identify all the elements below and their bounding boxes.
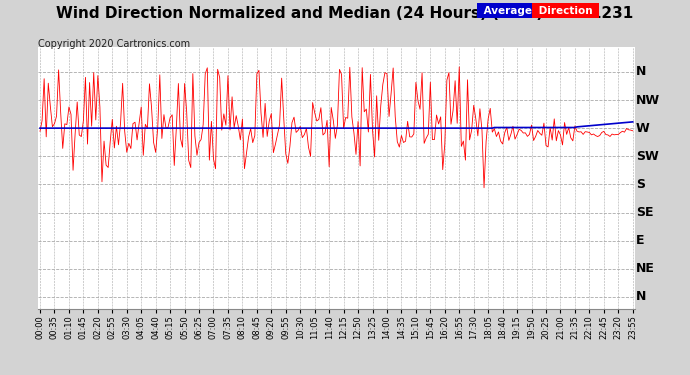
Text: NE: NE bbox=[636, 262, 655, 275]
Text: SW: SW bbox=[636, 150, 659, 163]
Text: Wind Direction Normalized and Median (24 Hours) (New) 20191231: Wind Direction Normalized and Median (24… bbox=[57, 6, 633, 21]
Text: S: S bbox=[636, 178, 645, 191]
Text: Copyright 2020 Cartronics.com: Copyright 2020 Cartronics.com bbox=[38, 39, 190, 50]
Text: E: E bbox=[636, 234, 644, 247]
Text: W: W bbox=[636, 122, 650, 135]
Text: N: N bbox=[636, 65, 647, 78]
Text: Average: Average bbox=[480, 6, 535, 16]
Text: N: N bbox=[636, 290, 647, 303]
Text: SE: SE bbox=[636, 206, 653, 219]
Text: Direction: Direction bbox=[535, 6, 596, 16]
Text: NW: NW bbox=[636, 93, 660, 106]
